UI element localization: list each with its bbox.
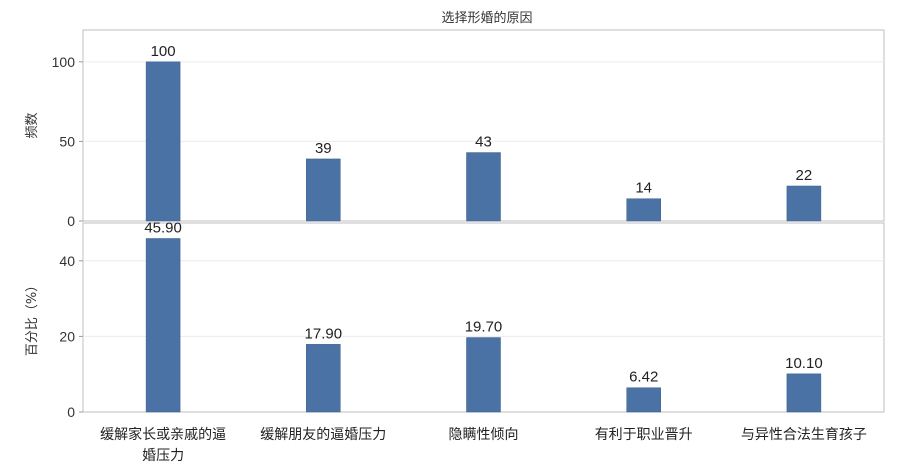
bar [466,152,501,222]
bar [786,373,822,413]
data-label: 19.70 [465,319,503,336]
bar [306,158,341,222]
bar [145,238,181,413]
data-label: 14 [635,180,652,197]
y-axis-label: 百分比（%） [25,279,40,356]
category-label-line: 有利于职业晋升 [595,427,693,443]
y-axis-label: 频数 [25,112,40,138]
bar [626,387,661,413]
panel-1: 0 20 40 百分比（%） 45.90 17.90 19.70 6.42 10.10 [25,219,885,420]
panel-0: 0 50 100 频数 100 39 43 14 22 [25,29,885,229]
category-label: 缓解朋友的逼婚压力 [260,427,386,443]
data-label: 39 [315,140,332,157]
category-label-line: 隐瞒性倾向 [449,427,519,443]
category-label: 缓解家长或亲戚的逼婚压力 [100,426,226,464]
bar [145,61,181,222]
bar [306,344,341,413]
category-label: 隐瞒性倾向 [449,427,519,443]
chart-title: 选择形婚的原因 [441,10,532,26]
category-label-line: 婚压力 [142,448,184,464]
data-label: 10.10 [785,355,823,372]
y-tick-label: 40 [59,253,75,269]
y-tick-label: 20 [59,328,75,344]
data-label: 43 [475,134,492,151]
y-tick-label: 50 [59,133,75,149]
data-label: 6.42 [629,369,658,386]
category-label: 有利于职业晋升 [595,427,693,443]
category-label-line: 缓解家长或亲戚的逼 [100,426,226,443]
data-label: 100 [151,43,176,60]
category-label-line: 与异性合法生育孩子 [741,427,867,443]
bar [626,198,661,222]
category-label: 与异性合法生育孩子 [741,427,867,443]
category-label-line: 缓解朋友的逼婚压力 [260,427,386,443]
data-label: 17.90 [305,325,343,342]
y-tick-label: 0 [67,213,75,229]
y-tick-label: 0 [67,404,75,420]
bar [786,185,822,222]
data-label: 22 [796,167,813,184]
bar [466,337,501,413]
y-tick-label: 100 [52,54,76,70]
data-label: 45.90 [144,219,182,236]
